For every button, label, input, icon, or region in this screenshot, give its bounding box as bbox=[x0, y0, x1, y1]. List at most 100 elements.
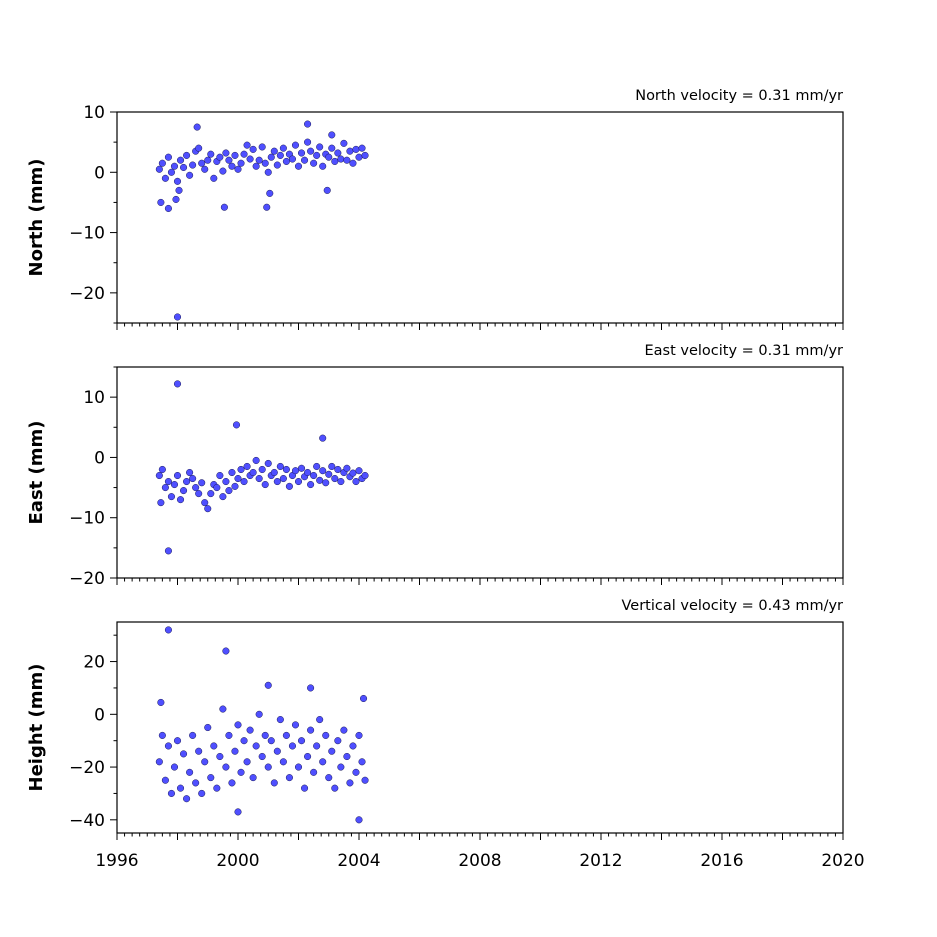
data-point bbox=[361, 776, 369, 784]
y-tick-label: −20 bbox=[69, 284, 105, 304]
data-point bbox=[282, 465, 290, 474]
east-panel: 10 0 −10 −20 East (mm) East velocity = 0.31 m… bbox=[26, 343, 844, 589]
y-tick-label: 20 bbox=[83, 653, 105, 673]
data-point bbox=[222, 477, 230, 486]
data-point bbox=[201, 499, 209, 507]
data-point bbox=[297, 737, 306, 745]
data-point bbox=[349, 742, 357, 750]
data-point bbox=[193, 123, 201, 131]
data-point bbox=[328, 131, 336, 139]
data-point bbox=[222, 149, 230, 157]
y-tick-label: −10 bbox=[69, 224, 105, 244]
data-point bbox=[343, 752, 351, 761]
data-point bbox=[304, 752, 312, 761]
data-point bbox=[228, 468, 236, 477]
data-point bbox=[155, 471, 163, 480]
data-point bbox=[204, 156, 212, 164]
data-point bbox=[176, 156, 185, 164]
data-point bbox=[186, 171, 194, 179]
y-tick-label: −10 bbox=[69, 509, 105, 529]
data-point bbox=[307, 726, 315, 734]
data-point bbox=[249, 468, 257, 477]
data-point bbox=[249, 774, 257, 782]
data-point bbox=[219, 493, 227, 501]
data-point bbox=[255, 474, 263, 483]
data-point bbox=[198, 479, 206, 487]
data-point bbox=[210, 742, 218, 750]
data-point bbox=[304, 120, 312, 128]
data-point bbox=[352, 477, 360, 486]
data-point bbox=[285, 774, 293, 782]
data-point bbox=[294, 477, 303, 486]
data-point bbox=[319, 434, 327, 442]
data-point bbox=[352, 145, 360, 153]
data-point bbox=[189, 731, 197, 739]
data-point bbox=[255, 156, 263, 164]
data-point bbox=[346, 147, 354, 155]
data-point bbox=[240, 477, 248, 486]
data-point bbox=[173, 737, 182, 745]
data-point bbox=[316, 476, 324, 484]
data-point bbox=[216, 752, 224, 761]
data-point bbox=[176, 496, 185, 504]
data-point bbox=[246, 726, 254, 734]
data-point bbox=[337, 155, 345, 163]
data-point bbox=[355, 816, 363, 824]
data-point bbox=[304, 468, 312, 477]
data-point bbox=[319, 467, 327, 475]
data-point bbox=[243, 758, 251, 766]
data-point bbox=[264, 681, 272, 689]
plot-frame bbox=[116, 366, 844, 579]
data-point bbox=[220, 203, 228, 211]
data-point bbox=[301, 156, 309, 164]
y-axis-label: Height (mm) bbox=[26, 664, 47, 792]
data-point bbox=[186, 768, 194, 776]
data-point bbox=[264, 459, 272, 468]
data-point bbox=[157, 698, 165, 706]
data-point bbox=[331, 784, 339, 792]
data-point bbox=[183, 477, 191, 486]
data-point bbox=[158, 731, 166, 739]
data-point bbox=[355, 467, 363, 475]
data-point bbox=[213, 484, 221, 492]
data-point bbox=[170, 481, 179, 489]
data-point bbox=[322, 731, 330, 739]
data-point bbox=[167, 493, 175, 501]
data-point bbox=[267, 153, 275, 161]
data-point bbox=[216, 471, 224, 480]
data-point bbox=[334, 465, 342, 474]
data-point bbox=[273, 477, 281, 486]
data-point bbox=[279, 758, 287, 766]
data-point bbox=[343, 156, 351, 164]
data-point bbox=[195, 490, 203, 498]
data-point bbox=[161, 484, 169, 492]
data-point bbox=[270, 779, 278, 787]
data-point bbox=[258, 752, 266, 761]
data-point bbox=[294, 763, 303, 771]
data-point bbox=[164, 742, 172, 750]
y-tick-label: 10 bbox=[83, 103, 105, 123]
data-point bbox=[164, 153, 172, 161]
data-point bbox=[231, 482, 239, 490]
data-point bbox=[175, 186, 183, 194]
data-point bbox=[310, 768, 318, 776]
data-point bbox=[240, 150, 248, 158]
data-point bbox=[313, 462, 321, 471]
data-point bbox=[234, 808, 242, 816]
data-point bbox=[207, 150, 215, 158]
data-point bbox=[325, 470, 333, 478]
data-point bbox=[192, 779, 200, 787]
data-point bbox=[273, 161, 281, 169]
data-point bbox=[222, 763, 230, 771]
data-point bbox=[173, 380, 182, 388]
data-point bbox=[158, 159, 166, 167]
data-point bbox=[349, 159, 357, 167]
data-point bbox=[155, 758, 163, 766]
data-point bbox=[246, 155, 254, 163]
data-point bbox=[252, 742, 260, 750]
data-point bbox=[161, 174, 169, 182]
data-point bbox=[340, 726, 348, 734]
data-point bbox=[237, 159, 245, 167]
data-point bbox=[294, 162, 303, 170]
